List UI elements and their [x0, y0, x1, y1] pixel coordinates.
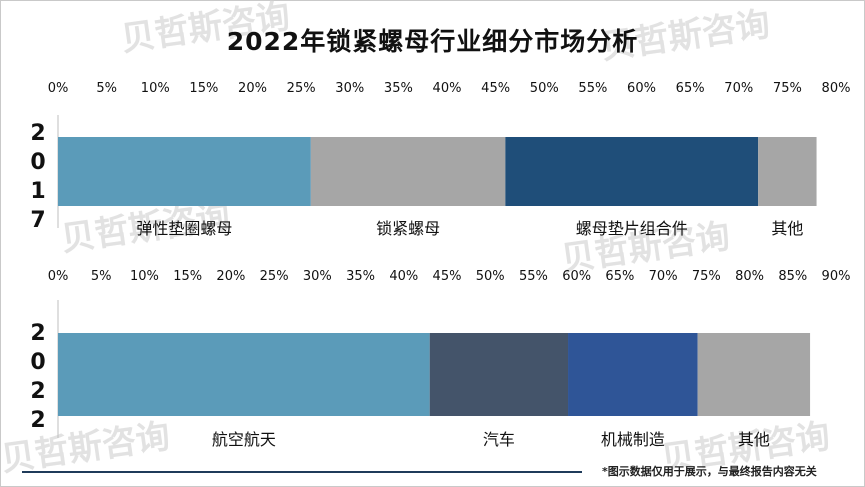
x-tick-label: 5% [91, 269, 112, 284]
x-tick-label: 60% [562, 269, 591, 284]
x-tick-label: 75% [692, 269, 721, 284]
category-label: 汽车 [483, 430, 515, 449]
year-label-char: 7 [30, 208, 45, 233]
bar-segment [697, 333, 811, 416]
x-tick-label: 55% [578, 81, 607, 96]
x-tick-label: 50% [530, 81, 559, 96]
chart-title: 2022年锁紧螺母行业细分市场分析 [226, 27, 639, 56]
x-tick-label: 0% [48, 269, 69, 284]
year-label-char: 2 [30, 379, 45, 404]
x-tick-label: 40% [389, 269, 418, 284]
x-tick-label: 65% [676, 81, 705, 96]
x-tick-label: 90% [822, 269, 851, 284]
x-tick-label: 30% [303, 269, 332, 284]
bar-segment [758, 137, 817, 206]
x-tick-label: 45% [481, 81, 510, 96]
category-label: 锁紧螺母 [376, 219, 440, 238]
x-tick-label: 25% [287, 81, 316, 96]
x-tick-label: 10% [130, 269, 159, 284]
x-tick-label: 75% [773, 81, 802, 96]
x-tick-label: 40% [433, 81, 462, 96]
bar-segment [58, 137, 311, 206]
x-tick-label: 25% [260, 269, 289, 284]
category-label: 机械制造 [601, 430, 665, 449]
x-tick-label: 70% [724, 81, 753, 96]
year-label-char: 0 [30, 350, 45, 375]
x-tick-label: 65% [605, 269, 634, 284]
x-tick-label: 35% [346, 269, 375, 284]
x-tick-label: 70% [649, 269, 678, 284]
bar-segment [505, 137, 759, 206]
category-label: 其他 [771, 219, 803, 238]
x-tick-label: 20% [238, 81, 267, 96]
category-label: 弹性垫圈螺母 [136, 219, 232, 238]
footnote: *图示数据仅用于展示，与最终报告内容无关 [602, 465, 817, 478]
x-tick-label: 50% [476, 269, 505, 284]
bar-segment [58, 333, 430, 416]
category-label: 螺母垫片组合件 [576, 219, 688, 238]
x-tick-label: 5% [96, 81, 117, 96]
year-label-char: 2 [30, 408, 45, 433]
bar-segment [568, 333, 698, 416]
year-label-char: 2 [30, 121, 45, 146]
x-tick-label: 15% [189, 81, 218, 96]
x-tick-label: 80% [822, 81, 851, 96]
year-label-char: 2 [30, 321, 45, 346]
bar-segment [310, 137, 506, 206]
x-tick-label: 15% [173, 269, 202, 284]
x-tick-label: 45% [433, 269, 462, 284]
year-label-char: 0 [30, 150, 45, 175]
x-tick-label: 0% [48, 81, 69, 96]
category-label: 其他 [738, 430, 770, 449]
category-label: 航空航天 [212, 430, 276, 449]
x-tick-label: 80% [735, 269, 764, 284]
x-tick-label: 85% [778, 269, 807, 284]
x-tick-label: 60% [627, 81, 656, 96]
year-label-char: 1 [30, 179, 45, 204]
x-tick-label: 30% [335, 81, 364, 96]
x-tick-label: 10% [141, 81, 170, 96]
x-tick-label: 35% [384, 81, 413, 96]
bar-segment [429, 333, 569, 416]
x-tick-label: 20% [216, 269, 245, 284]
x-tick-label: 55% [519, 269, 548, 284]
footer-line [22, 471, 582, 473]
